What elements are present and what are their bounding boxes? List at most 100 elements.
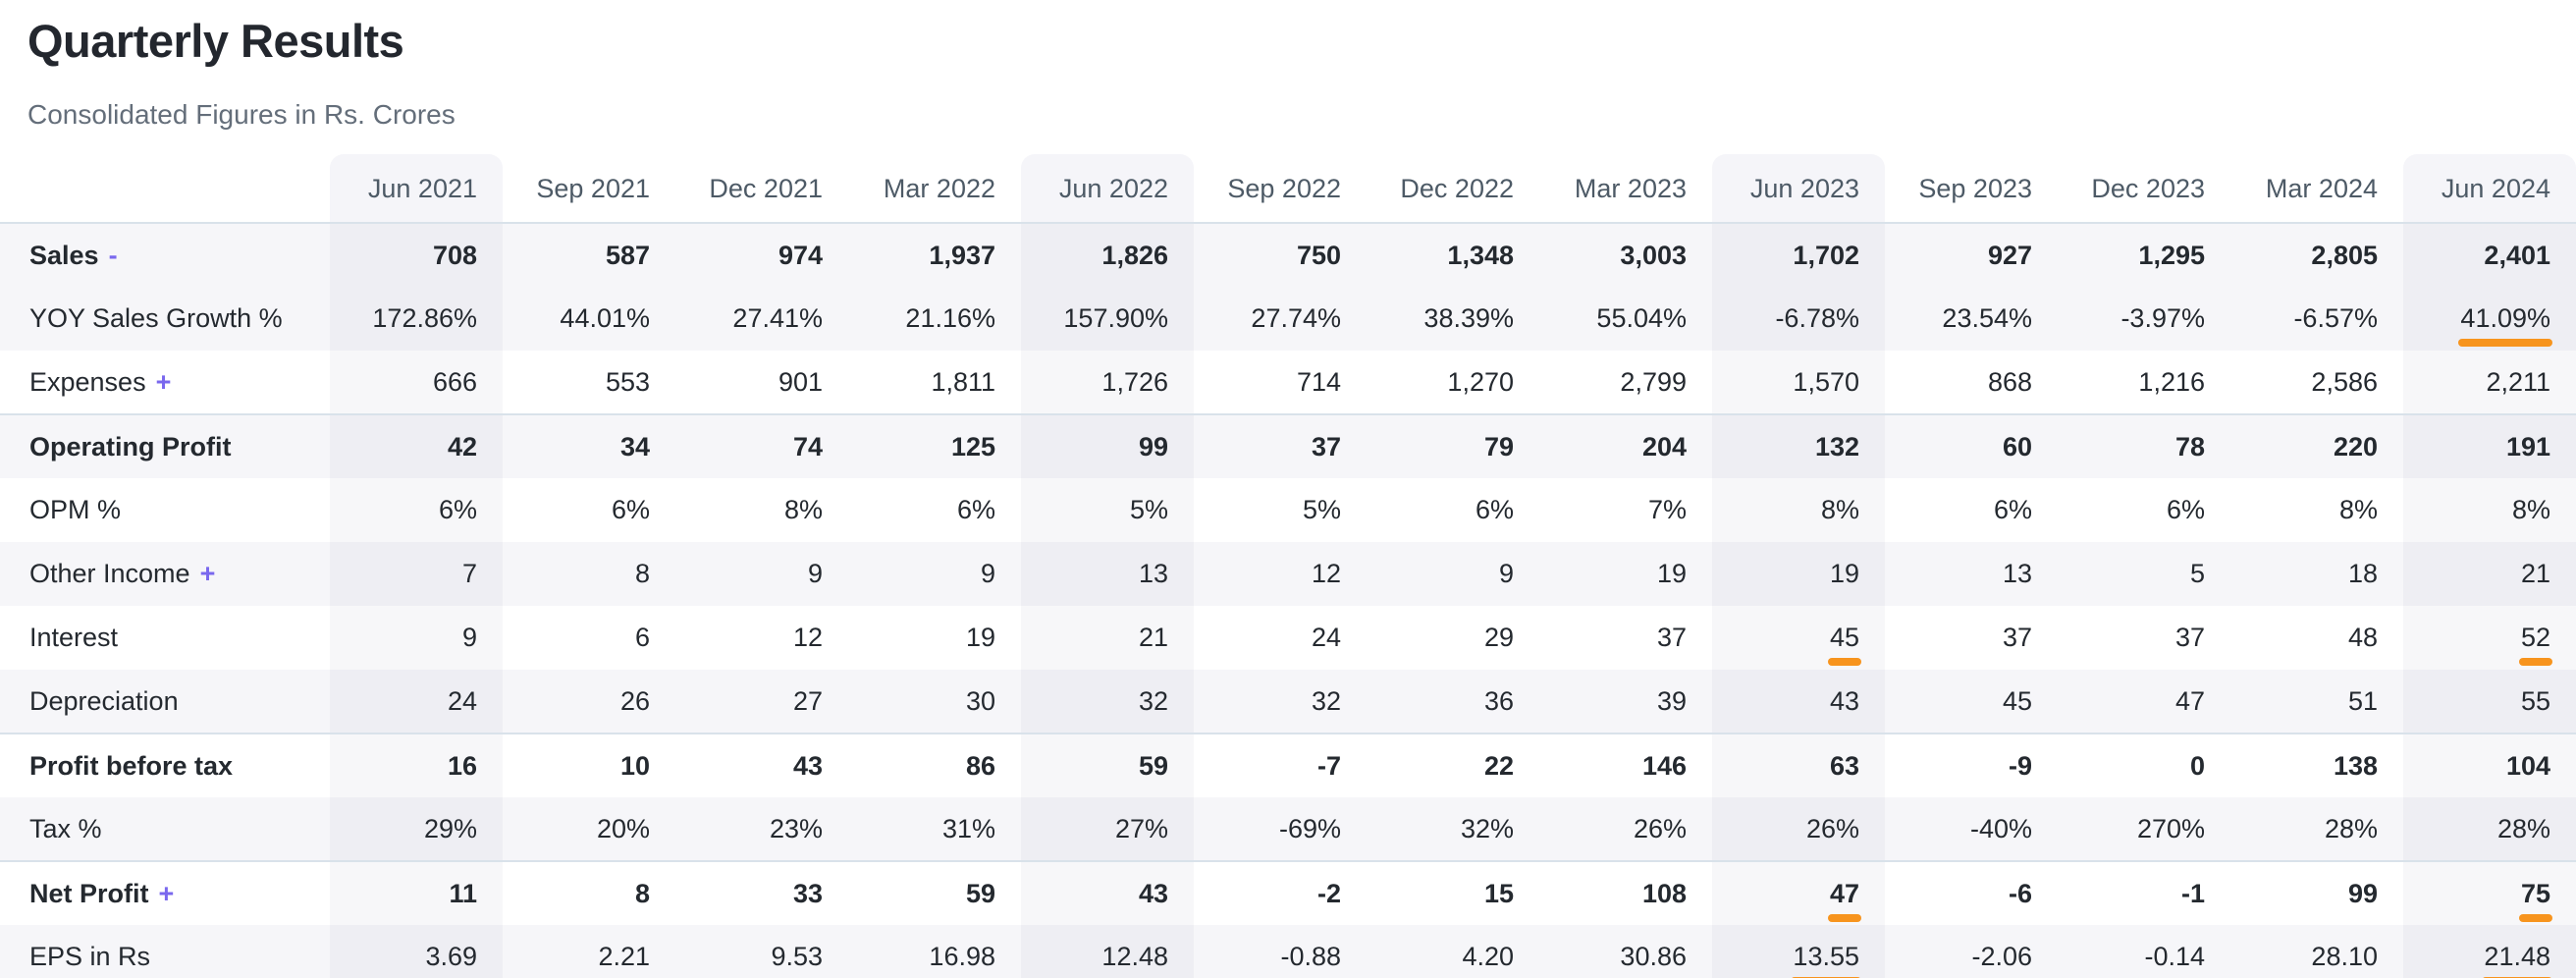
column-header: Sep 2023 xyxy=(1918,174,2032,203)
value-cell: 37 xyxy=(1539,606,1712,670)
value-cell: 7 xyxy=(330,542,503,606)
value-cell: 37 xyxy=(1885,606,2058,670)
value: 55.04% xyxy=(1596,303,1687,333)
value-cell: 78 xyxy=(2058,414,2230,478)
value: 38.39% xyxy=(1423,303,1514,333)
value-cell: 4.20 xyxy=(1367,925,1539,978)
value: 34 xyxy=(619,431,650,462)
value-cell: 21.48 xyxy=(2403,925,2576,978)
value: 13 xyxy=(1138,559,1168,588)
value: 0 xyxy=(2189,750,2205,781)
value: 5 xyxy=(2189,559,2205,588)
value: -2 xyxy=(1316,878,1341,908)
value: 2,586 xyxy=(2311,366,2378,397)
value-cell: 2,799 xyxy=(1539,351,1712,414)
table-row: Operating Profit 42 34 74 125 99 37 79 204 132 60 7… xyxy=(0,414,2576,478)
value-cell: 34 xyxy=(503,414,675,478)
value: 37 xyxy=(1311,431,1341,462)
value: -9 xyxy=(2008,750,2032,781)
value-cell: 28% xyxy=(2403,797,2576,861)
value-cell: 125 xyxy=(848,414,1021,478)
value: 19 xyxy=(965,623,995,652)
column-header: Mar 2023 xyxy=(1574,174,1687,203)
value-cell: -40% xyxy=(1885,797,2058,861)
value: 32 xyxy=(1311,685,1341,716)
value-cell: 29 xyxy=(1367,606,1539,670)
value: 48 xyxy=(2347,623,2378,652)
value-cell: 974 xyxy=(675,223,848,287)
value-cell: 868 xyxy=(1885,351,2058,414)
value: 19 xyxy=(1829,559,1859,588)
value: 12 xyxy=(792,623,823,652)
value: 23.54% xyxy=(1942,303,2032,333)
value-cell: 48 xyxy=(2230,606,2403,670)
quarterly-results-table: Jun 2021 Sep 2021 Dec 2021 Mar 2022 Jun 2022… xyxy=(0,154,2576,978)
value-cell: -1 xyxy=(2058,861,2230,925)
value-cell: 23.54% xyxy=(1885,287,2058,351)
value: 59 xyxy=(965,878,995,908)
value: 26% xyxy=(1633,813,1687,843)
value: 37 xyxy=(2002,623,2032,652)
value-cell: 19 xyxy=(1712,542,1885,606)
value: 108 xyxy=(1641,878,1687,908)
table-row: Profit before tax 16 10 43 86 59 -7 22 146 63 -9 0 1… xyxy=(0,734,2576,797)
value-cell: 666 xyxy=(330,351,503,414)
value: 1,702 xyxy=(1793,240,1859,270)
value-cell: 55 xyxy=(2403,670,2576,734)
value-cell: 13 xyxy=(1885,542,2058,606)
row-label-cell: EPS in Rs xyxy=(0,925,330,978)
column-header: Sep 2022 xyxy=(1227,174,1341,203)
collapse-toggle[interactable]: - xyxy=(108,240,118,270)
value: 1,726 xyxy=(1101,366,1168,397)
column-header: Mar 2022 xyxy=(883,174,995,203)
value-cell: 5% xyxy=(1021,478,1194,542)
value-cell: 30.86 xyxy=(1539,925,1712,978)
value-cell: 204 xyxy=(1539,414,1712,478)
value: 6% xyxy=(438,495,477,524)
row-label-cell: Sales - xyxy=(0,223,330,287)
value-cell: 30 xyxy=(848,670,1021,734)
value-cell: 9 xyxy=(675,542,848,606)
value-cell: 52 xyxy=(2403,606,2576,670)
table-row: Net Profit +11 8 33 59 43 -2 15 108 47 -6 -1 99 75 xyxy=(0,861,2576,925)
value-cell: 42 xyxy=(330,414,503,478)
row-label-cell: Operating Profit xyxy=(0,414,330,478)
value: 104 xyxy=(2505,750,2550,781)
value-cell: 220 xyxy=(2230,414,2403,478)
value: 11 xyxy=(449,878,477,908)
value: 19 xyxy=(1656,559,1687,588)
value-cell: 41.09% xyxy=(2403,287,2576,351)
value-cell: 12 xyxy=(675,606,848,670)
value: 1,295 xyxy=(2138,240,2205,270)
value-cell: 104 xyxy=(2403,734,2576,797)
value: 5% xyxy=(1129,495,1168,524)
value: 270% xyxy=(2136,813,2205,843)
value-cell: 47 xyxy=(1712,861,1885,925)
value: 99 xyxy=(2347,878,2378,908)
value: 974 xyxy=(778,240,823,270)
value: 191 xyxy=(2505,431,2550,462)
value-cell: 7% xyxy=(1539,478,1712,542)
value-cell: 12.48 xyxy=(1021,925,1194,978)
expand-toggle[interactable]: + xyxy=(199,559,216,588)
value: 9 xyxy=(461,623,477,652)
value: 74 xyxy=(792,431,823,462)
row-label: Other Income xyxy=(29,559,190,588)
value: 2,805 xyxy=(2311,240,2378,270)
expand-toggle[interactable]: + xyxy=(155,366,172,397)
value: 29% xyxy=(423,813,477,843)
value-cell: 1,295 xyxy=(2058,223,2230,287)
value: 708 xyxy=(432,240,477,270)
value: 43 xyxy=(1829,685,1859,716)
value: 22 xyxy=(1483,750,1514,781)
value: 45 xyxy=(2002,685,2032,716)
table-row: Depreciation 24 26 27 30 32 32 36 39 43 45 47 51 55 xyxy=(0,670,2576,734)
value-cell: 27.74% xyxy=(1194,287,1367,351)
row-label-cell: Depreciation xyxy=(0,670,330,734)
value: 21 xyxy=(1138,623,1168,652)
expand-toggle[interactable]: + xyxy=(158,878,175,908)
value-cell: 63 xyxy=(1712,734,1885,797)
value-cell: 146 xyxy=(1539,734,1712,797)
value-cell: -2 xyxy=(1194,861,1367,925)
value-cell: -3.97% xyxy=(2058,287,2230,351)
